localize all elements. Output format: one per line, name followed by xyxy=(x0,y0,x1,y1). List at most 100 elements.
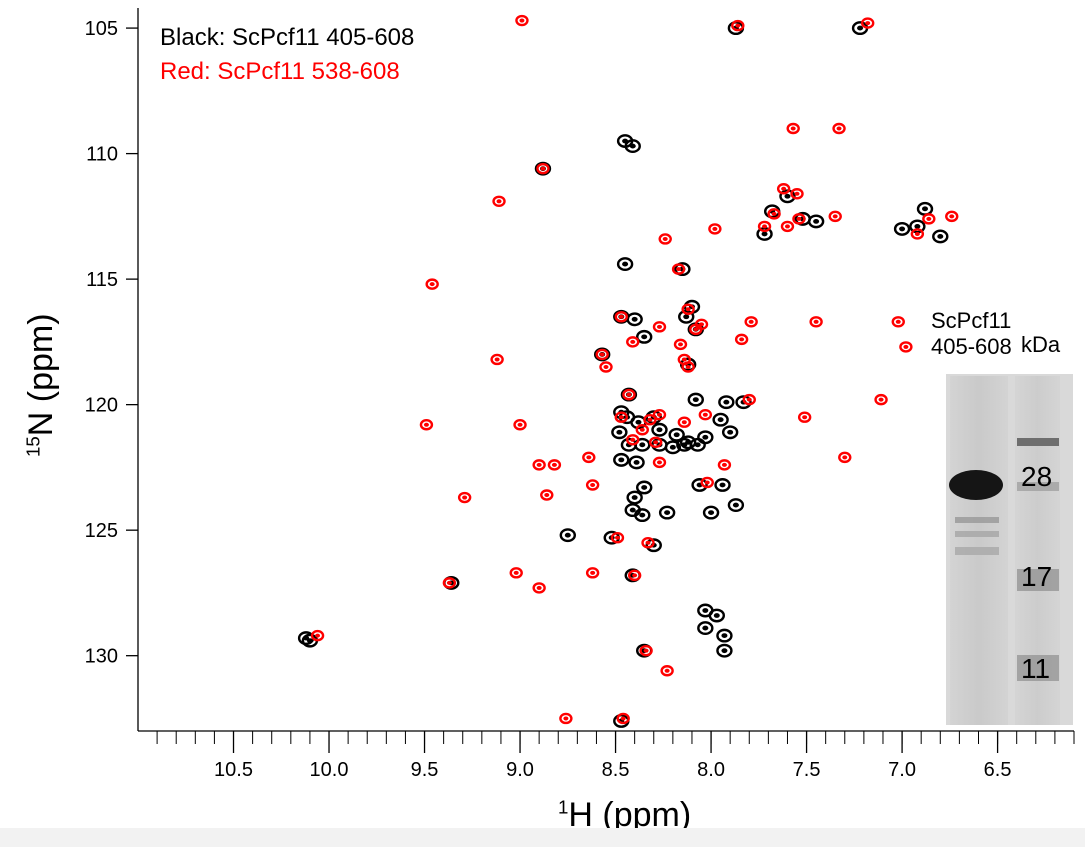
peak-center xyxy=(771,211,777,216)
peak-center xyxy=(702,434,709,440)
peak-marker xyxy=(832,122,846,135)
peak-marker xyxy=(457,491,472,504)
peak-center xyxy=(599,352,605,357)
peak-marker xyxy=(718,395,735,410)
peak-center xyxy=(681,442,688,448)
peak-center xyxy=(622,261,629,267)
peak-center xyxy=(633,459,640,465)
peak-center xyxy=(717,417,724,423)
peak-center xyxy=(662,236,668,241)
peak-marker xyxy=(681,303,695,315)
peak-center xyxy=(632,573,638,578)
peak-center xyxy=(748,319,754,324)
y-tick-label: 130 xyxy=(85,646,118,668)
peak-marker xyxy=(559,712,573,725)
peak-marker xyxy=(717,459,732,471)
peak-center xyxy=(563,716,569,721)
peak-marker xyxy=(691,478,708,492)
peak-center xyxy=(551,462,557,467)
peak-marker xyxy=(492,195,506,208)
peak-center xyxy=(517,422,523,427)
peak-center xyxy=(669,444,676,450)
peak-center xyxy=(631,495,638,500)
peak-center xyxy=(564,532,571,538)
plot-frame xyxy=(137,8,1074,732)
peak-center xyxy=(781,186,787,191)
red-series-peaks xyxy=(310,14,959,725)
peak-center xyxy=(681,420,687,425)
peak-marker xyxy=(626,490,643,505)
gel-minor-band xyxy=(955,547,999,555)
peak-marker xyxy=(734,333,749,346)
peak-center xyxy=(857,25,864,31)
y-ticks: 105 110 115 120 125 130 xyxy=(85,18,138,668)
peak-marker xyxy=(442,577,457,589)
peak-center xyxy=(603,364,609,369)
peak-center xyxy=(937,234,944,239)
peak-marker xyxy=(673,338,688,351)
x-tick-label: 9.5 xyxy=(411,759,439,781)
peak-center xyxy=(712,226,718,231)
peak-marker xyxy=(626,312,643,327)
peak-marker xyxy=(742,393,756,406)
y-axis-title-text: N (ppm) xyxy=(22,313,60,437)
peak-center xyxy=(903,344,909,349)
peak-center xyxy=(639,427,645,432)
peak-center xyxy=(536,462,542,467)
peak-marker xyxy=(697,621,714,636)
peak-center xyxy=(647,417,653,422)
x-tick-label: 10.0 xyxy=(310,759,349,781)
peak-center xyxy=(694,442,701,448)
peak-center xyxy=(739,337,745,342)
peak-marker xyxy=(490,353,504,366)
gel-marker-label-17: 17 xyxy=(1021,561,1053,592)
peak-center xyxy=(544,493,550,498)
peak-marker xyxy=(731,19,745,32)
y-axis-title-superscript: 15 xyxy=(22,436,44,457)
peak-center xyxy=(629,143,636,149)
peak-marker xyxy=(658,233,672,245)
peak-marker xyxy=(712,412,729,427)
peak-marker xyxy=(513,419,527,431)
peak-center xyxy=(496,199,502,204)
peak-marker xyxy=(714,478,731,492)
peak-marker xyxy=(547,459,562,471)
peak-center xyxy=(586,455,592,460)
peak-marker xyxy=(716,643,733,658)
peak-marker xyxy=(628,455,645,470)
peak-center xyxy=(618,314,624,319)
peak-marker xyxy=(616,257,634,272)
gel-minor-band xyxy=(955,517,999,523)
peak-center xyxy=(626,392,632,397)
peak-marker xyxy=(599,361,613,373)
peak-marker xyxy=(624,139,641,154)
black-series-peaks xyxy=(297,21,949,728)
peak-marker xyxy=(639,644,653,657)
gel-marker-band-11 xyxy=(1017,655,1059,681)
peak-center xyxy=(762,224,768,229)
peak-marker xyxy=(697,603,714,618)
peak-marker xyxy=(776,183,791,195)
peak-center xyxy=(836,126,842,131)
x-tick-label: 9.0 xyxy=(506,759,534,781)
peak-marker xyxy=(620,387,638,402)
peak-marker xyxy=(786,122,800,135)
peak-marker xyxy=(932,229,949,244)
peak-marker xyxy=(668,427,685,442)
peak-marker xyxy=(664,440,682,455)
peak-center xyxy=(540,166,546,171)
peak-marker xyxy=(945,210,959,223)
peak-marker xyxy=(652,321,667,333)
gel-marker-band-17 xyxy=(1017,569,1059,591)
peak-center xyxy=(699,322,705,327)
peak-marker xyxy=(559,528,576,543)
y-axis-title: 15N (ppm) xyxy=(22,313,61,457)
peak-center xyxy=(865,21,871,26)
gel-minor-band xyxy=(955,531,999,537)
peak-center xyxy=(677,342,683,347)
peak-center xyxy=(630,339,636,344)
peak-marker xyxy=(515,14,529,27)
peak-marker xyxy=(536,162,550,175)
peak-marker xyxy=(652,408,667,421)
